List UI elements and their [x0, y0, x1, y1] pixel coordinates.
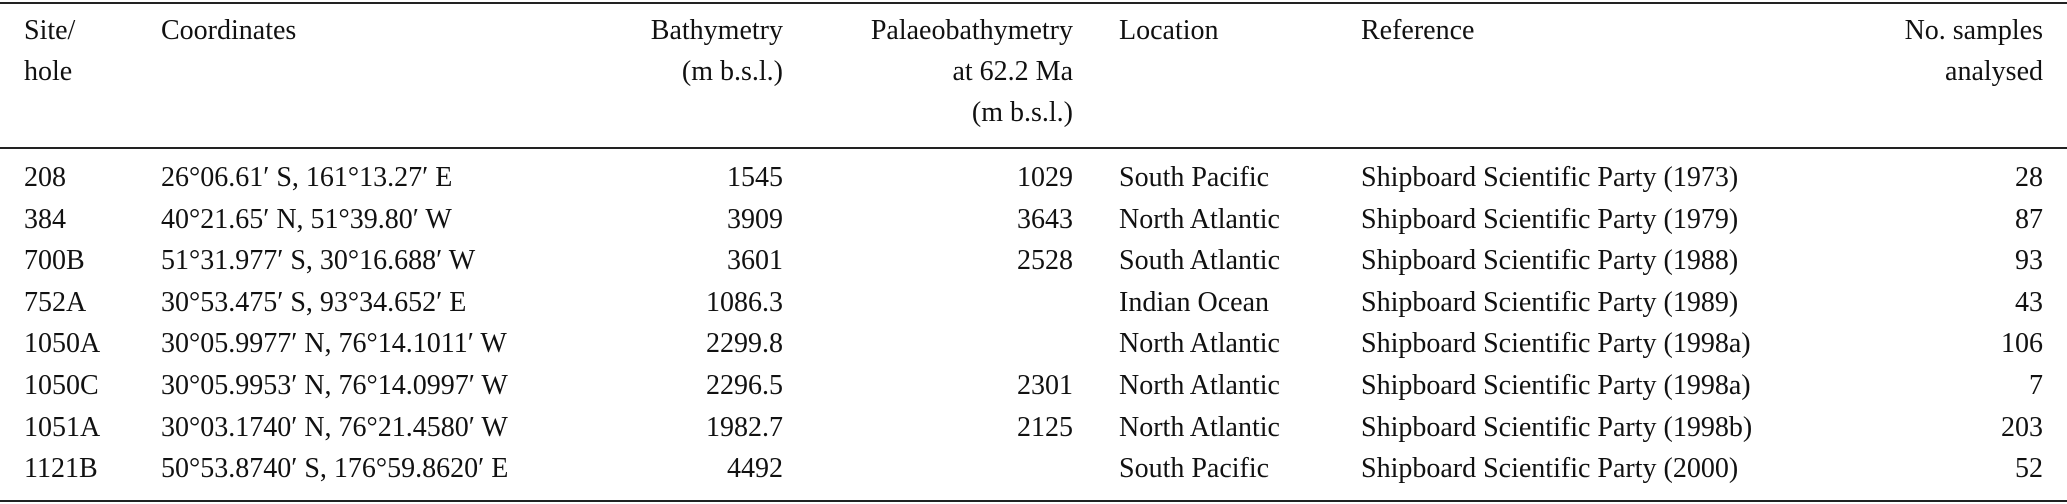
header-cell: Coordinates — [161, 15, 297, 46]
table-cell: 43 — [2015, 286, 2043, 318]
table-cell: Shipboard Scientific Party (1998b) — [1361, 411, 1753, 443]
table-cell: 2296.5 — [706, 370, 783, 401]
header-cell: (m b.s.l.) — [971, 97, 1073, 128]
header-cell: (m b.s.l.) — [681, 56, 783, 87]
table-cell: South Pacific — [1119, 162, 1270, 193]
table-cell: 52 — [2015, 453, 2043, 485]
table-cell: 208 — [24, 162, 66, 193]
table-cell: North Atlantic — [1119, 411, 1280, 443]
table-cell: 30°05.9953′ N, 76°14.0997′ W — [161, 370, 508, 401]
table-cell: 1982.7 — [706, 411, 783, 443]
table-cell: South Pacific — [1119, 453, 1270, 485]
header-cell: No. samples — [1904, 15, 2043, 46]
table-cell: Shipboard Scientific Party (1989) — [1361, 286, 1739, 318]
header-cell: Bathymetry — [650, 15, 783, 46]
table-cell: 4492 — [727, 453, 783, 485]
table-cell: North Atlantic — [1119, 203, 1280, 235]
table-cell: 203 — [2001, 411, 2043, 443]
header-cell: Location — [1119, 15, 1219, 46]
header-cell: at 62.2 Ma — [952, 56, 1073, 87]
table-cell: 1121B — [24, 453, 98, 485]
header-cell: Reference — [1361, 15, 1475, 46]
top-rule — [0, 2, 2067, 4]
table-cell: Shipboard Scientific Party (1979) — [1361, 203, 1739, 235]
table-cell: 3909 — [727, 203, 783, 235]
table-cell: 3643 — [1017, 203, 1073, 235]
header-cell: Palaeobathymetry — [870, 15, 1073, 46]
table-cell: 1050A — [24, 328, 101, 360]
table-cell: 7 — [2029, 370, 2043, 401]
table-cell: Shipboard Scientific Party (1998a) — [1361, 370, 1751, 401]
table-cell: 384 — [24, 203, 66, 235]
table-cell: 2125 — [1017, 411, 1073, 443]
table-cell: 1029 — [1017, 162, 1073, 193]
table-cell: 50°53.8740′ S, 176°59.8620′ E — [161, 453, 509, 485]
table-cell: Shipboard Scientific Party (1973) — [1361, 162, 1739, 193]
header-rule — [0, 147, 2067, 149]
table-cell: 1050C — [24, 370, 99, 401]
table-cell: 40°21.65′ N, 51°39.80′ W — [161, 203, 452, 235]
table-cell: North Atlantic — [1119, 328, 1280, 360]
table-cell: 51°31.977′ S, 30°16.688′ W — [161, 245, 476, 277]
table-cell: 30°53.475′ S, 93°34.652′ E — [161, 286, 467, 318]
header-cell: hole — [24, 56, 73, 87]
table-cell: 1051A — [24, 411, 101, 443]
table-cell: 30°03.1740′ N, 76°21.4580′ W — [161, 411, 508, 443]
table-cell: Indian Ocean — [1119, 286, 1270, 318]
table-cell: 700B — [24, 245, 85, 277]
table-cell: 93 — [2015, 245, 2043, 277]
table-cell: 2301 — [1017, 370, 1073, 401]
table-cell: 2299.8 — [706, 328, 783, 360]
table-cell: 26°06.61′ S, 161°13.27′ E — [161, 162, 453, 193]
table-cell: 1545 — [727, 162, 783, 193]
table-cell: Shipboard Scientific Party (1998a) — [1361, 328, 1751, 360]
table-cell: 2528 — [1017, 245, 1073, 277]
table-cell: South Atlantic — [1119, 245, 1280, 277]
table-cell: 752A — [24, 286, 87, 318]
table-cell: 28 — [2015, 162, 2043, 193]
table-cell: Shipboard Scientific Party (2000) — [1361, 453, 1739, 485]
table-cell: 106 — [2001, 328, 2043, 360]
table-cell: North Atlantic — [1119, 370, 1280, 401]
bottom-rule — [0, 500, 2067, 502]
table-cell: 1086.3 — [706, 286, 783, 318]
header-cell: analysed — [1945, 56, 2043, 87]
table-cell: Shipboard Scientific Party (1988) — [1361, 245, 1739, 277]
table-cell: 87 — [2015, 203, 2043, 235]
table-cell: 3601 — [727, 245, 783, 277]
table-cell: 30°05.9977′ N, 76°14.1011′ W — [161, 328, 507, 360]
header-cell: Site/ — [24, 15, 76, 46]
